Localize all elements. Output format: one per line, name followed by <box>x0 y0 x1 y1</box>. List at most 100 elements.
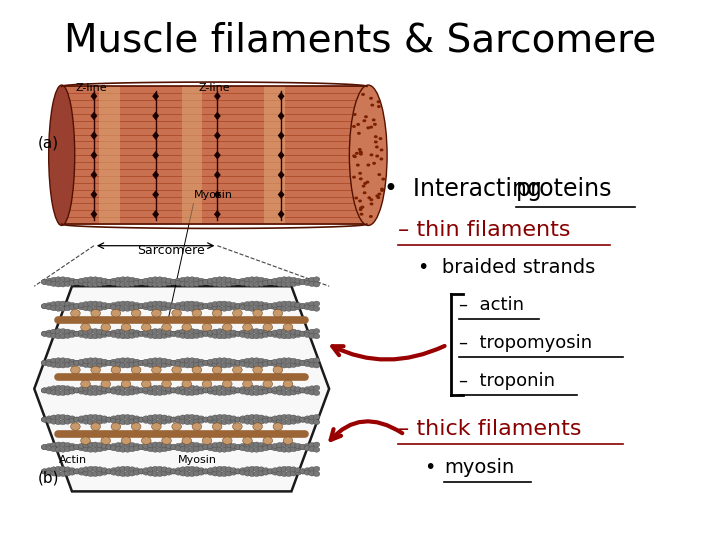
Circle shape <box>73 360 80 366</box>
Circle shape <box>300 417 306 422</box>
Circle shape <box>50 442 57 448</box>
Circle shape <box>276 386 283 391</box>
Circle shape <box>244 386 251 391</box>
Circle shape <box>81 437 90 444</box>
Circle shape <box>248 282 256 287</box>
Circle shape <box>359 177 363 180</box>
Circle shape <box>78 389 85 394</box>
Circle shape <box>184 442 191 447</box>
Circle shape <box>148 306 154 311</box>
Circle shape <box>217 386 223 390</box>
Circle shape <box>313 306 320 311</box>
Circle shape <box>143 305 149 310</box>
Circle shape <box>111 366 121 374</box>
Circle shape <box>221 415 228 420</box>
Circle shape <box>184 415 191 420</box>
Circle shape <box>244 447 251 452</box>
Circle shape <box>92 386 99 390</box>
Circle shape <box>184 363 191 368</box>
Circle shape <box>253 415 260 420</box>
Circle shape <box>125 390 131 395</box>
Circle shape <box>92 282 99 287</box>
Circle shape <box>73 444 80 450</box>
Circle shape <box>129 362 135 368</box>
Circle shape <box>202 303 210 309</box>
Circle shape <box>120 415 126 420</box>
Circle shape <box>50 301 57 307</box>
Circle shape <box>217 306 223 311</box>
Circle shape <box>83 277 89 282</box>
Circle shape <box>294 418 302 423</box>
Circle shape <box>166 470 172 475</box>
Circle shape <box>141 323 151 331</box>
Circle shape <box>240 361 246 367</box>
Circle shape <box>129 415 135 420</box>
Circle shape <box>361 93 365 96</box>
Circle shape <box>244 419 251 424</box>
Circle shape <box>41 469 48 474</box>
Circle shape <box>258 442 264 448</box>
Circle shape <box>309 329 315 334</box>
Circle shape <box>148 333 154 339</box>
Circle shape <box>244 415 251 420</box>
Circle shape <box>41 331 48 336</box>
Circle shape <box>161 329 168 334</box>
Circle shape <box>50 471 57 476</box>
Circle shape <box>222 437 232 444</box>
Circle shape <box>46 446 53 451</box>
Polygon shape <box>278 131 284 140</box>
Circle shape <box>271 305 279 310</box>
Circle shape <box>377 105 381 108</box>
Circle shape <box>55 420 62 424</box>
Circle shape <box>106 360 112 366</box>
Circle shape <box>271 418 279 423</box>
Circle shape <box>143 389 149 394</box>
Circle shape <box>133 305 140 310</box>
Circle shape <box>83 386 89 391</box>
Circle shape <box>189 282 195 287</box>
Circle shape <box>50 358 57 363</box>
Circle shape <box>184 329 191 334</box>
Circle shape <box>281 420 287 424</box>
Circle shape <box>235 303 241 309</box>
Circle shape <box>96 306 103 311</box>
Circle shape <box>87 301 94 306</box>
Circle shape <box>198 416 204 421</box>
Circle shape <box>221 420 228 424</box>
Circle shape <box>162 380 171 388</box>
Circle shape <box>207 387 214 392</box>
Circle shape <box>184 420 191 424</box>
Circle shape <box>184 467 191 471</box>
Circle shape <box>83 358 89 363</box>
Circle shape <box>83 447 89 452</box>
Circle shape <box>359 206 363 210</box>
Polygon shape <box>91 92 97 100</box>
Circle shape <box>138 279 145 285</box>
Circle shape <box>179 467 186 472</box>
Circle shape <box>102 302 108 308</box>
Circle shape <box>281 334 287 339</box>
Text: –  tropomyosin: – tropomyosin <box>459 334 593 352</box>
Circle shape <box>175 418 181 423</box>
Circle shape <box>171 469 177 474</box>
Circle shape <box>212 281 218 287</box>
Circle shape <box>106 331 112 336</box>
Circle shape <box>198 470 204 475</box>
Circle shape <box>194 471 200 476</box>
Circle shape <box>235 469 241 474</box>
Circle shape <box>50 362 57 368</box>
Circle shape <box>290 301 297 307</box>
Circle shape <box>161 281 168 287</box>
Circle shape <box>60 442 66 447</box>
Circle shape <box>222 323 232 331</box>
Circle shape <box>276 333 283 339</box>
Circle shape <box>55 358 62 363</box>
Circle shape <box>207 302 214 308</box>
Circle shape <box>244 301 251 307</box>
Circle shape <box>267 469 274 474</box>
Circle shape <box>267 388 274 393</box>
Circle shape <box>50 329 57 334</box>
Circle shape <box>106 279 112 285</box>
Circle shape <box>73 303 80 309</box>
Circle shape <box>96 415 103 420</box>
